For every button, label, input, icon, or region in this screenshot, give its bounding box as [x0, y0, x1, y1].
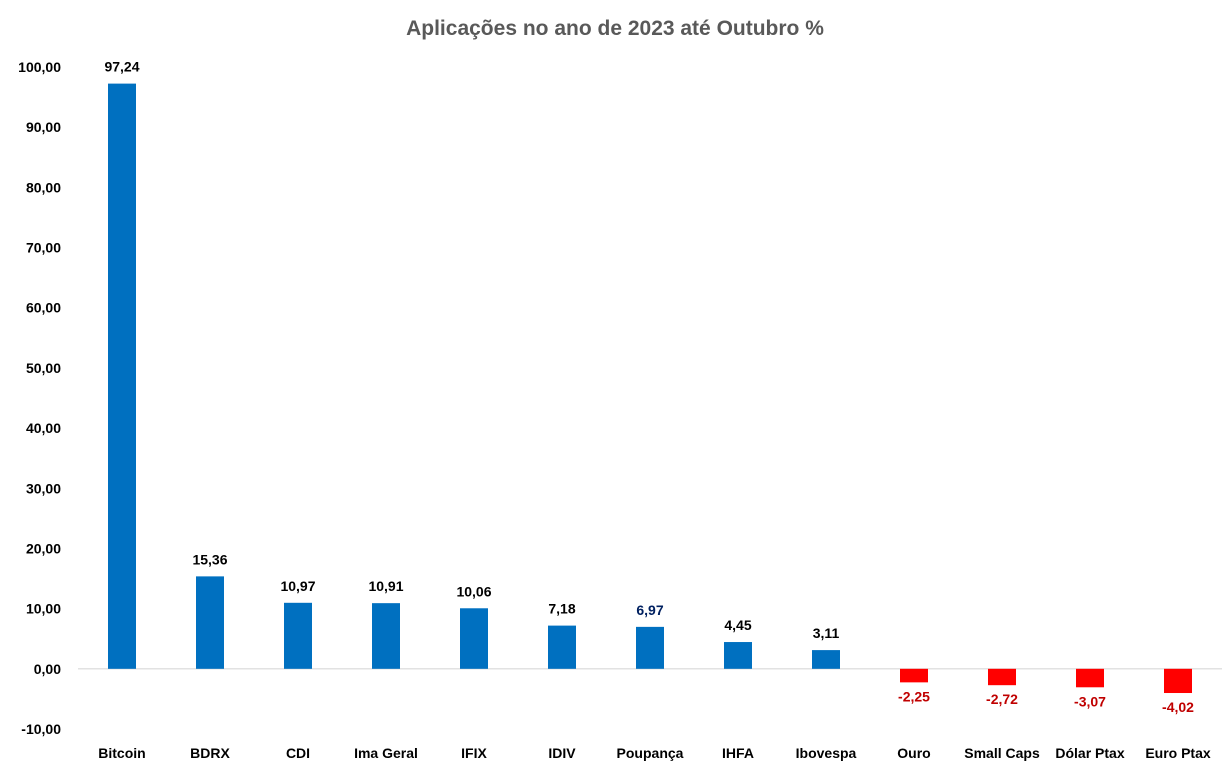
data-label: 3,11 — [813, 625, 840, 641]
bar — [812, 650, 840, 669]
bar — [1076, 668, 1104, 688]
y-tick-label: 30,00 — [26, 480, 61, 496]
data-label: 97,24 — [104, 59, 139, 75]
y-tick-label: 100,00 — [18, 59, 61, 75]
category-label: Dólar Ptax — [1055, 745, 1124, 761]
category-label: CDI — [286, 745, 310, 761]
category-label: IFIX — [461, 745, 487, 761]
y-tick-label: -10,00 — [21, 721, 61, 737]
data-label: -4,02 — [1162, 699, 1194, 715]
bar — [900, 668, 928, 683]
category-label: Bitcoin — [98, 745, 145, 761]
y-tick-label: 90,00 — [26, 119, 61, 135]
bar — [1164, 668, 1192, 694]
data-label: 7,18 — [548, 601, 575, 617]
y-tick-label: 10,00 — [26, 601, 61, 617]
y-tick-label: 40,00 — [26, 420, 61, 436]
data-label: 10,91 — [368, 578, 403, 594]
data-label: -2,72 — [986, 691, 1018, 707]
data-label: 10,97 — [280, 578, 315, 594]
category-label: BDRX — [190, 745, 230, 761]
y-tick-label: 60,00 — [26, 300, 61, 316]
bar — [988, 668, 1016, 686]
category-label: Ima Geral — [354, 745, 418, 761]
data-label: 10,06 — [456, 583, 491, 599]
data-label: 15,36 — [192, 551, 227, 567]
data-label: -2,25 — [898, 688, 930, 704]
bar — [372, 603, 400, 669]
category-label: IHFA — [722, 745, 754, 761]
data-label: 6,97 — [636, 602, 663, 618]
data-label: 4,45 — [724, 617, 751, 633]
bar — [548, 625, 576, 669]
bar — [636, 626, 664, 669]
data-label: -3,07 — [1074, 693, 1106, 709]
category-label: Small Caps — [964, 745, 1040, 761]
bar — [460, 608, 488, 669]
y-tick-label: 70,00 — [26, 240, 61, 256]
bar — [284, 602, 312, 669]
bar — [108, 83, 136, 669]
y-tick-label: 0,00 — [34, 661, 61, 677]
chart-title: Aplicações no ano de 2023 até Outubro % — [406, 17, 824, 40]
category-label: Ibovespa — [796, 745, 857, 761]
category-label: Poupança — [617, 745, 684, 761]
category-label: IDIV — [548, 745, 576, 761]
y-tick-label: 50,00 — [26, 360, 61, 376]
y-tick-label: 20,00 — [26, 540, 61, 556]
bar — [196, 576, 224, 669]
category-label: Euro Ptax — [1145, 745, 1211, 761]
category-label: Ouro — [897, 745, 930, 761]
bar — [724, 642, 752, 669]
y-tick-label: 80,00 — [26, 179, 61, 195]
